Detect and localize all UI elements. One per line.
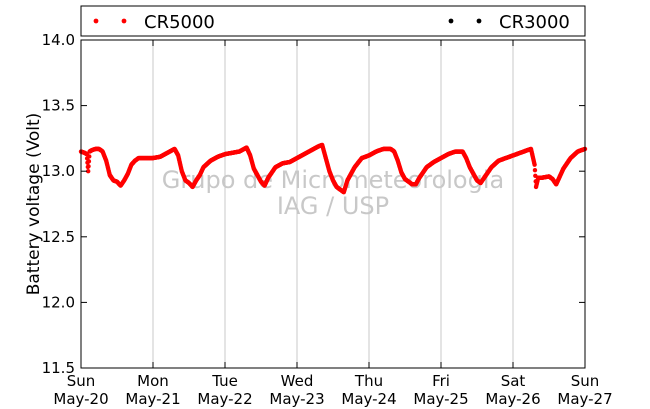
y-tick-label: 14.0 bbox=[42, 31, 75, 49]
legend-box bbox=[80, 5, 586, 37]
legend-marker-cr3000-a bbox=[448, 18, 454, 24]
x-tick-label-day: Sun bbox=[571, 372, 600, 390]
watermark-line-2: IAG / USP bbox=[277, 192, 389, 220]
legend: CR5000 CR3000 bbox=[80, 5, 586, 37]
x-tick-label-date: May-22 bbox=[197, 390, 252, 408]
y-tick-label: 11.5 bbox=[42, 359, 75, 377]
grid-lines bbox=[152, 40, 514, 368]
y-axis-ticks: 11.5 12.0 12.5 13.0 13.5 14.0 bbox=[42, 31, 585, 377]
x-tick-label-date: May-27 bbox=[557, 390, 612, 408]
data-point-cr5000 bbox=[532, 168, 538, 173]
legend-label-cr3000: CR3000 bbox=[499, 12, 570, 33]
x-tick-label-date: May-20 bbox=[53, 390, 108, 408]
x-tick-label-day: Sun bbox=[67, 372, 96, 390]
x-tick-label-day: Thu bbox=[354, 372, 383, 390]
data-point-cr5000 bbox=[86, 159, 92, 164]
y-tick-label: 12.5 bbox=[42, 228, 75, 246]
x-tick-label-date: May-24 bbox=[341, 390, 396, 408]
legend-marker-cr3000-b bbox=[476, 18, 482, 24]
y-tick-label: 13.5 bbox=[42, 97, 75, 115]
legend-label-cr5000: CR5000 bbox=[144, 12, 215, 33]
y-axis-title: Battery voltage (Volt) bbox=[24, 113, 44, 296]
data-point-cr5000 bbox=[532, 162, 537, 167]
x-tick-label-date: May-25 bbox=[413, 390, 468, 408]
x-axis-ticks: SunMay-20MonMay-21TueMay-22WedMay-23ThuM… bbox=[53, 40, 613, 408]
x-tick-label-day: Wed bbox=[281, 372, 314, 390]
data-point-cr5000 bbox=[87, 154, 92, 159]
x-tick-label-day: Mon bbox=[137, 372, 169, 390]
y-tick-label: 12.0 bbox=[42, 293, 75, 311]
data-point-cr5000 bbox=[86, 164, 91, 169]
x-tick-label-date: May-21 bbox=[125, 390, 180, 408]
x-tick-label-date: May-26 bbox=[485, 390, 540, 408]
data-points bbox=[78, 142, 588, 195]
x-tick-label-day: Tue bbox=[211, 372, 238, 390]
x-tick-label-day: Fri bbox=[432, 372, 450, 390]
y-tick-label: 13.0 bbox=[42, 162, 75, 180]
watermark: Grupo de Micrometeorologia IAG / USP bbox=[162, 166, 504, 220]
data-point-cr5000 bbox=[86, 169, 91, 174]
legend-marker-cr5000-b bbox=[121, 18, 127, 24]
legend-marker-cr5000-a bbox=[93, 18, 99, 24]
x-tick-label-date: May-23 bbox=[269, 390, 324, 408]
plot-frame bbox=[80, 39, 586, 369]
x-tick-label-day: Sat bbox=[501, 372, 526, 390]
